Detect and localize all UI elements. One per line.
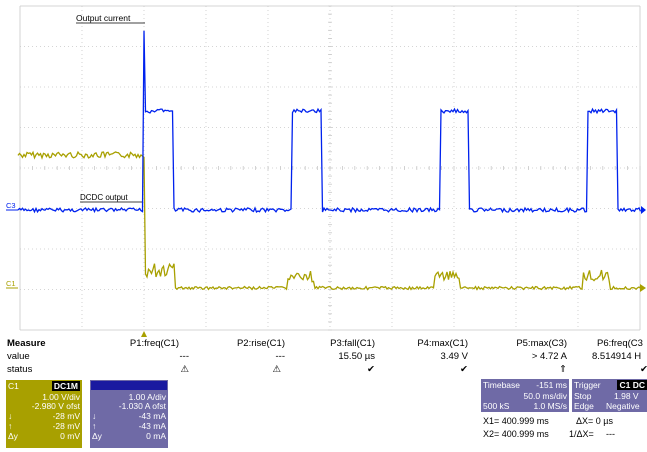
warning-icon: ⚠ xyxy=(180,364,189,375)
c1-marker-label: C1 xyxy=(6,279,16,288)
trigger-label: Trigger xyxy=(574,380,601,390)
param-p2-value: --- xyxy=(275,351,286,362)
cursor-inv-delta-x-label: 1/ΔX= xyxy=(569,429,594,439)
check-icon: ✔ xyxy=(367,364,375,375)
c3-delta-y: 0 mA xyxy=(146,431,166,441)
overrange-icon: ⇑ xyxy=(559,364,567,375)
up-arrow-icon: ↑ xyxy=(92,421,97,431)
down-arrow-icon: ↓ xyxy=(8,411,13,421)
param-p4-name[interactable]: P4:max(C1) xyxy=(417,338,468,349)
delta-y-label: Δy xyxy=(8,431,18,441)
c3-offset: -1.030 A ofst xyxy=(118,401,166,411)
c1-channel-name: C1 xyxy=(8,381,19,391)
timebase-label: Timebase xyxy=(483,380,521,390)
trigger-box[interactable]: Trigger C1 DC Stop 1.98 V Edge Negative xyxy=(572,379,647,412)
param-p6-name[interactable]: P6:freq(C3 xyxy=(597,338,643,349)
cursor-delta-x: ΔX= 0 µs xyxy=(576,416,613,426)
param-p5-name[interactable]: P5:max(C3) xyxy=(516,338,567,349)
trigger-level: 1.98 V xyxy=(614,391,639,401)
cursor-x1: X1= 400.999 ms xyxy=(483,416,549,426)
c3-cursor-up: -43 mA xyxy=(138,421,166,431)
c3-vdiv: 1.00 A/div xyxy=(128,392,166,402)
cursor-x2: X2= 400.999 ms xyxy=(483,429,549,439)
status-row-label: status xyxy=(7,364,33,375)
measure-status-row: status ⚠ ⚠ ✔ ✔ ⇑ ✔ xyxy=(0,364,647,376)
timebase-samples: 500 kS xyxy=(483,401,510,411)
trigger-type: Edge xyxy=(574,401,594,411)
param-p2-name[interactable]: P2:rise(C1) xyxy=(236,338,285,349)
value-row-label: value xyxy=(7,351,30,362)
c1-delta-y: 0 mV xyxy=(60,431,80,441)
c3-right-arrow xyxy=(641,206,646,214)
label-output-current: Output current xyxy=(76,13,131,23)
c1-coupling-tag: DC1M xyxy=(51,381,80,391)
graticule-grid xyxy=(19,5,641,331)
param-p6-value: 8.514914 H xyxy=(592,351,642,362)
param-p1-value: --- xyxy=(179,351,190,362)
c3-channel-box[interactable]: 1.00 A/div -1.030 A ofst ↓ -43 mA ↑ -43 … xyxy=(90,380,168,448)
trace-c1 xyxy=(17,150,641,291)
c1-channel-box[interactable]: C1 DC1M 1.00 V/div -2.980 V ofst ↓ -28 m… xyxy=(6,380,82,448)
trace-c3 xyxy=(17,30,642,214)
c3-marker-label: C3 xyxy=(6,201,16,210)
trigger-slope: Negative xyxy=(606,401,640,411)
c1-cursor-up: -28 mV xyxy=(52,421,80,431)
timebase-offset: -151 ms xyxy=(536,380,567,390)
param-p3-value: 15.50 µs xyxy=(338,351,375,362)
warning-icon: ⚠ xyxy=(272,364,281,375)
c1-offset: -2.980 V ofst xyxy=(31,401,80,411)
timebase-box[interactable]: Timebase -151 ms 50.0 ms/div 500 kS 1.0 … xyxy=(481,379,569,412)
c3-header-bar xyxy=(91,381,167,390)
trigger-source-tag: C1 DC xyxy=(617,380,647,390)
measure-title: Measure xyxy=(7,338,46,349)
c1-cursor-down: -28 mV xyxy=(52,411,80,421)
param-p3-name[interactable]: P3:fall(C1) xyxy=(330,338,375,349)
param-p5-value: > 4.72 A xyxy=(531,351,567,362)
c1-right-arrow xyxy=(640,284,646,292)
trigger-position-marker[interactable] xyxy=(141,331,147,337)
c1-vdiv: 1.00 V/div xyxy=(42,392,80,402)
delta-y-label: Δy xyxy=(92,431,102,441)
down-arrow-icon: ↓ xyxy=(92,411,97,421)
timebase-div: 50.0 ms/div xyxy=(523,391,567,401)
check-icon: ✔ xyxy=(640,364,647,375)
measure-header-row: Measure P1:freq(C1) P2:rise(C1) P3:fall(… xyxy=(0,338,647,350)
c3-cursor-down: -43 mA xyxy=(138,411,166,421)
label-dcdc-output: DCDC output xyxy=(80,193,128,202)
cursor-inv-delta-x-value: --- xyxy=(606,429,615,439)
timebase-rate: 1.0 MS/s xyxy=(533,401,567,411)
param-p1-name[interactable]: P1:freq(C1) xyxy=(129,338,179,349)
up-arrow-icon: ↑ xyxy=(8,421,13,431)
measure-value-row: value --- --- 15.50 µs 3.49 V > 4.72 A 8… xyxy=(0,351,647,363)
check-icon: ✔ xyxy=(460,364,468,375)
measure-panel: Measure P1:freq(C1) P2:rise(C1) P3:fall(… xyxy=(0,338,647,378)
param-p4-value: 3.49 V xyxy=(440,351,468,362)
trigger-mode: Stop xyxy=(574,391,592,401)
